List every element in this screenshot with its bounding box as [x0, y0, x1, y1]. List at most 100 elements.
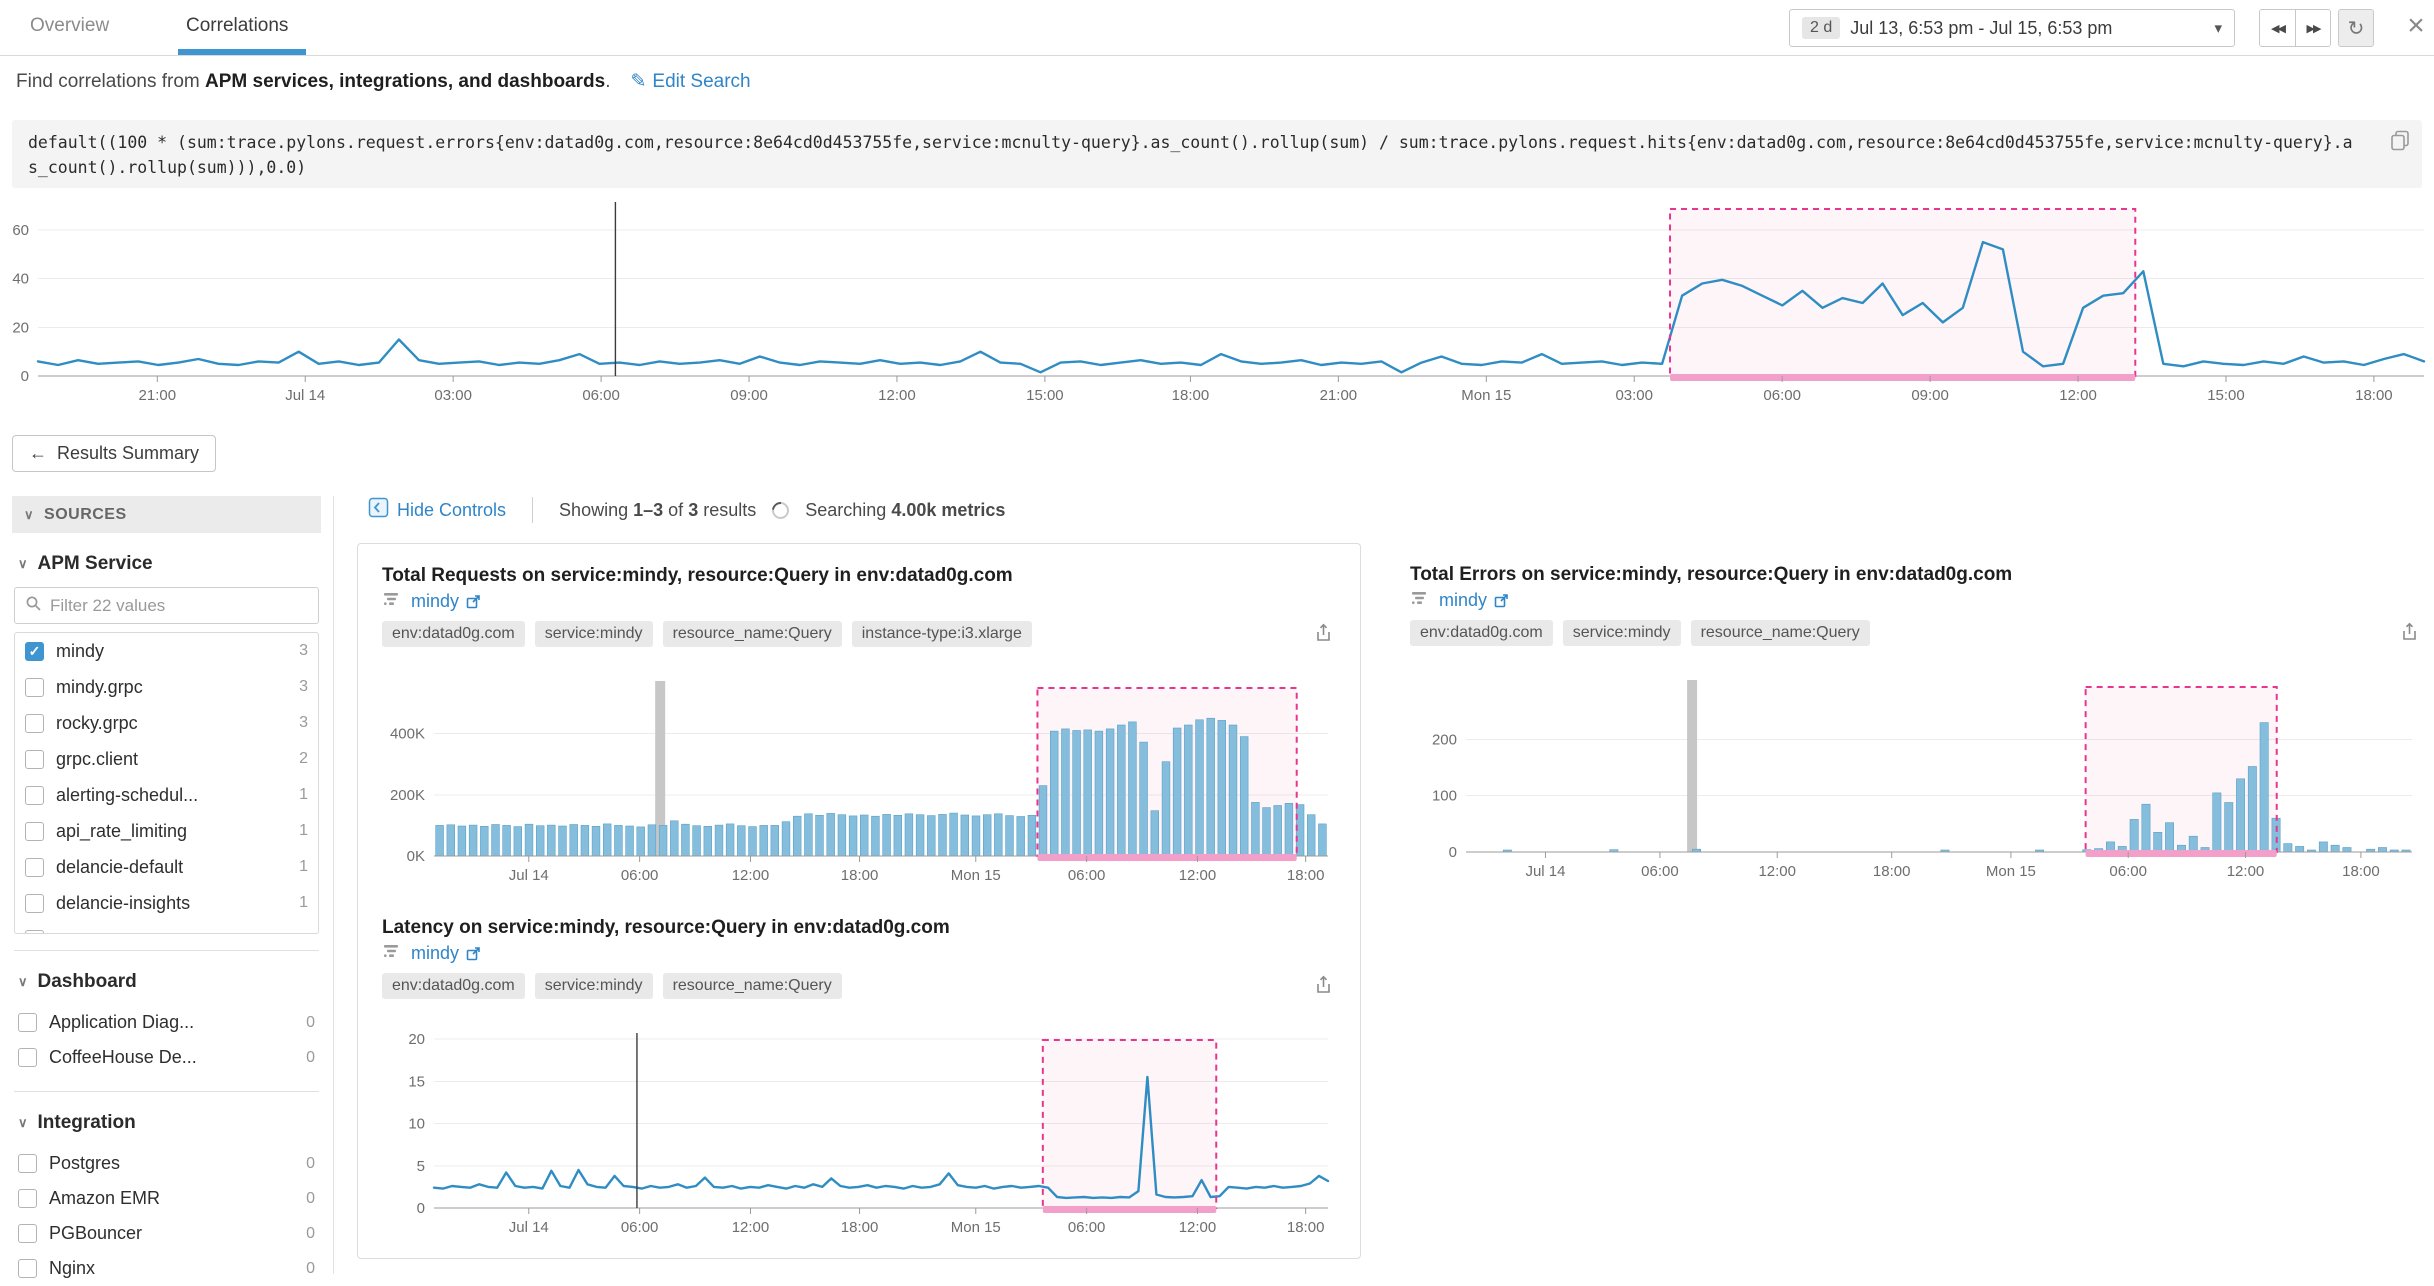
checkbox[interactable] [18, 1259, 37, 1278]
svg-text:18:00: 18:00 [2342, 863, 2380, 880]
service-link[interactable]: mindy [1439, 590, 1509, 611]
source-item-count: 0 [306, 1048, 315, 1066]
tag-pill[interactable]: resource_name:Query [662, 621, 842, 647]
hide-controls-button[interactable]: Hide Controls [368, 497, 506, 523]
checkbox[interactable] [25, 677, 44, 697]
checkbox[interactable] [18, 1048, 37, 1067]
source-item-row[interactable]: ✓ mindy 3 [15, 633, 318, 669]
group-integration[interactable]: ∨ Integration [18, 1112, 136, 1133]
integration-list: Postgres 0 Amazon EMR 0 PGBouncer 0 Nginx 0 [12, 1146, 321, 1286]
svg-text:60: 60 [12, 222, 29, 239]
checkbox[interactable] [25, 713, 44, 733]
group-dashboard[interactable]: ∨ Dashboard [18, 971, 137, 992]
source-item-label: grpc.client [56, 748, 139, 769]
svg-text:06:00: 06:00 [582, 387, 620, 404]
checkbox[interactable] [25, 821, 44, 841]
svg-text:03:00: 03:00 [1615, 387, 1653, 404]
chevron-down-icon: ∨ [18, 556, 28, 571]
source-item-label: delancie-insights [56, 892, 191, 913]
checkbox[interactable] [25, 749, 44, 769]
tag-pill[interactable]: env:datad0g.com [382, 973, 525, 999]
time-range-picker[interactable]: 2 d Jul 13, 6:53 pm - Jul 15, 6:53 pm ▾ [1789, 9, 2235, 47]
service-link[interactable]: mindy [411, 943, 481, 964]
time-back-button[interactable]: ◀◀ [2260, 10, 2295, 46]
tag-pill[interactable]: resource_name:Query [1690, 620, 1870, 646]
filter-input[interactable] [50, 595, 280, 616]
results-controls: Hide Controls Showing 1–3 of 3 results S… [368, 497, 1005, 523]
source-item-row[interactable]: api_rate_limiting 1 [15, 813, 318, 849]
source-item-row[interactable]: Amazon EMR 0 [12, 1181, 321, 1216]
close-button[interactable]: × [2407, 9, 2425, 42]
total-errors-chart[interactable]: 0 100 200 Jul 14 06:00 12:00 18:00 Mon 15 06:00 1… [1410, 674, 2422, 886]
svg-text:5: 5 [417, 1158, 425, 1175]
source-item-row[interactable]: CoffeeHouse De... 0 [12, 1040, 321, 1075]
share-icon[interactable] [1313, 622, 1334, 648]
source-item-row[interactable]: PGBouncer 0 [12, 1216, 321, 1251]
divider [14, 1091, 319, 1092]
tab-correlations[interactable]: Correlations [186, 15, 289, 36]
source-item-row[interactable]: alerting-schedul... 1 [15, 777, 318, 813]
tag-list: env:datad0g.com service:mindy resource_nam… [382, 973, 1336, 999]
checkbox[interactable]: ✓ [25, 641, 44, 661]
copy-icon[interactable] [2388, 128, 2412, 157]
source-item-row[interactable]: Application Diag... 0 [12, 1005, 321, 1040]
refresh-button[interactable]: ↻ [2338, 9, 2374, 47]
svg-text:40: 40 [12, 271, 29, 288]
source-item-row[interactable] [15, 921, 318, 933]
latency-chart[interactable]: 0 5 10 15 20 Jul 14 06:00 12:00 18:00 Mon 15 06:00… [382, 1027, 1338, 1242]
source-item-row[interactable]: rocky.grpc 3 [15, 705, 318, 741]
tag-pill[interactable]: service:mindy [534, 621, 653, 647]
source-item-row[interactable]: delancie-default 1 [15, 849, 318, 885]
query-box[interactable]: default((100 * (sum:trace.pylons.request… [12, 120, 2422, 188]
source-item-label: alerting-schedul... [56, 784, 199, 805]
sources-header[interactable]: ∨ SOURCES [12, 496, 321, 533]
tag-pill[interactable]: env:datad0g.com [382, 621, 525, 647]
tag-pill[interactable]: instance-type:i3.xlarge [851, 621, 1032, 647]
svg-text:18:00: 18:00 [841, 1219, 879, 1236]
checkbox[interactable] [18, 1013, 37, 1032]
source-item-row[interactable]: Nginx 0 [12, 1251, 321, 1286]
tag-pill[interactable]: service:mindy [1562, 620, 1681, 646]
checkbox[interactable] [25, 893, 44, 913]
checkbox[interactable] [18, 1224, 37, 1243]
service-link[interactable]: mindy [411, 591, 481, 612]
source-item-row[interactable]: grpc.client 2 [15, 741, 318, 777]
results-summary-button[interactable]: ← Results Summary [12, 435, 217, 472]
checkbox[interactable] [25, 929, 44, 933]
subheader-text: Find correlations from APM services, int… [16, 70, 611, 92]
source-item-count: 2 [299, 750, 308, 767]
apm-service-list: ✓ mindy 3 mindy.grpc 3 rocky.grpc 3 grpc.client… [14, 632, 319, 934]
source-item-count: 3 [299, 642, 308, 659]
group-apm-service[interactable]: ∨ APM Service [18, 553, 153, 574]
checkbox[interactable] [18, 1154, 37, 1173]
tag-pill[interactable]: service:mindy [534, 973, 653, 999]
source-item-count: 1 [299, 822, 308, 839]
checkbox[interactable] [25, 785, 44, 805]
tag-pill[interactable]: env:datad0g.com [1410, 620, 1553, 646]
svg-text:18:00: 18:00 [1873, 863, 1911, 880]
svg-text:21:00: 21:00 [1320, 387, 1358, 404]
source-item-row[interactable]: Postgres 0 [12, 1146, 321, 1181]
filter-input-box[interactable] [14, 587, 319, 624]
checkbox[interactable] [25, 857, 44, 877]
share-icon[interactable] [1313, 974, 1334, 1000]
checkbox[interactable] [18, 1189, 37, 1208]
source-item-count: 0 [306, 1259, 315, 1277]
svg-text:06:00: 06:00 [2109, 863, 2147, 880]
share-icon[interactable] [2399, 621, 2420, 647]
edit-search-link[interactable]: ✎ Edit Search [630, 70, 751, 93]
tag-pill[interactable]: resource_name:Query [662, 973, 842, 999]
correlation-source-chart[interactable]: 0 20 40 60 21:00 Jul 14 03:00 06:00 09:00 12:00 15… [0, 196, 2434, 410]
time-forward-button[interactable]: ▶▶ [2295, 10, 2330, 46]
time-range-badge: 2 d [1802, 17, 1841, 39]
svg-text:200: 200 [1432, 731, 1457, 748]
source-item-row[interactable]: mindy.grpc 3 [15, 669, 318, 705]
source-item-label: mindy [56, 640, 105, 661]
svg-text:12:00: 12:00 [2227, 863, 2265, 880]
total-requests-chart[interactable]: 0K 200K 400K Jul 14 06:00 12:00 18:00 Mon 15 06:… [382, 675, 1338, 890]
tab-overview[interactable]: Overview [30, 15, 110, 36]
chevron-down-icon: ∨ [24, 506, 35, 522]
svg-text:100: 100 [1432, 788, 1457, 805]
collapse-panel-icon [368, 497, 389, 523]
source-item-row[interactable]: delancie-insights 1 [15, 885, 318, 921]
